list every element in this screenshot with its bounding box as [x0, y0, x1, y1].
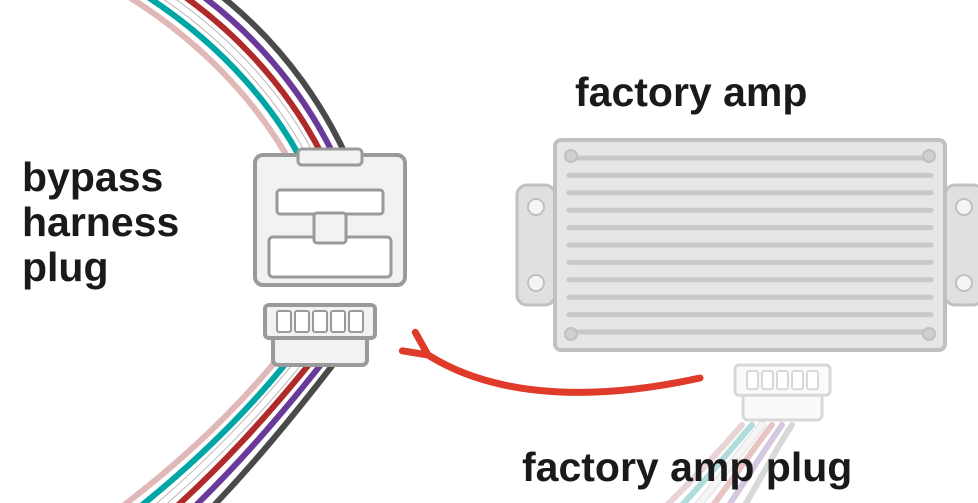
wire-bundle-bottom	[90, 362, 335, 503]
factory-amp	[517, 140, 978, 350]
factory-amp-plug-male-left	[265, 305, 375, 365]
factory-amp-plug-male-right	[735, 365, 830, 420]
label-bypass-harness-plug: bypass harness plug	[22, 155, 179, 290]
bypass-harness-plug-connector	[255, 149, 405, 285]
label-factory-amp: factory amp	[575, 70, 807, 115]
label-factory-amp-plug: factory amp plug	[522, 445, 852, 490]
